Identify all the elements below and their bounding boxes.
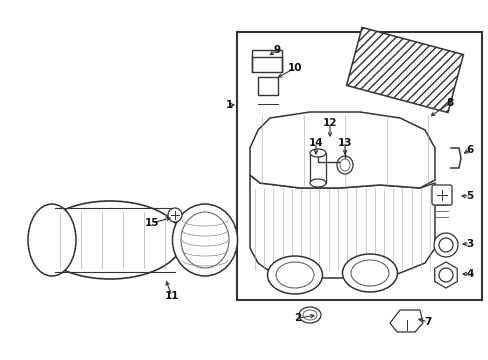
FancyBboxPatch shape <box>431 185 451 205</box>
Polygon shape <box>249 175 434 278</box>
Text: 14: 14 <box>308 138 323 148</box>
Ellipse shape <box>309 179 325 187</box>
Text: 1: 1 <box>225 100 232 110</box>
Ellipse shape <box>172 204 237 276</box>
Bar <box>258 77 278 95</box>
Text: 7: 7 <box>424 317 431 327</box>
Ellipse shape <box>28 204 76 276</box>
Circle shape <box>168 208 182 222</box>
Bar <box>309 153 325 183</box>
Circle shape <box>438 238 452 252</box>
Text: 12: 12 <box>322 118 337 128</box>
Text: 10: 10 <box>287 63 302 73</box>
Text: 3: 3 <box>466 239 473 249</box>
Bar <box>346 27 463 113</box>
Text: 5: 5 <box>466 191 473 201</box>
Text: 4: 4 <box>466 269 473 279</box>
Text: 15: 15 <box>144 218 159 228</box>
Text: 9: 9 <box>273 45 280 55</box>
Ellipse shape <box>303 310 316 320</box>
Polygon shape <box>389 310 422 332</box>
Ellipse shape <box>181 212 228 268</box>
Ellipse shape <box>336 156 352 174</box>
Text: 8: 8 <box>446 98 453 108</box>
Ellipse shape <box>275 262 313 288</box>
Polygon shape <box>249 112 434 188</box>
Text: 6: 6 <box>466 145 473 155</box>
Text: 13: 13 <box>337 138 351 148</box>
Circle shape <box>438 268 452 282</box>
Text: 2: 2 <box>294 313 301 323</box>
Ellipse shape <box>267 256 322 294</box>
Ellipse shape <box>309 149 325 157</box>
Ellipse shape <box>38 201 182 279</box>
Ellipse shape <box>298 307 320 323</box>
Ellipse shape <box>350 260 388 286</box>
Bar <box>251 50 282 72</box>
Ellipse shape <box>342 254 397 292</box>
Ellipse shape <box>339 159 349 171</box>
Circle shape <box>433 233 457 257</box>
Text: 11: 11 <box>164 291 179 301</box>
Bar <box>237 32 481 300</box>
